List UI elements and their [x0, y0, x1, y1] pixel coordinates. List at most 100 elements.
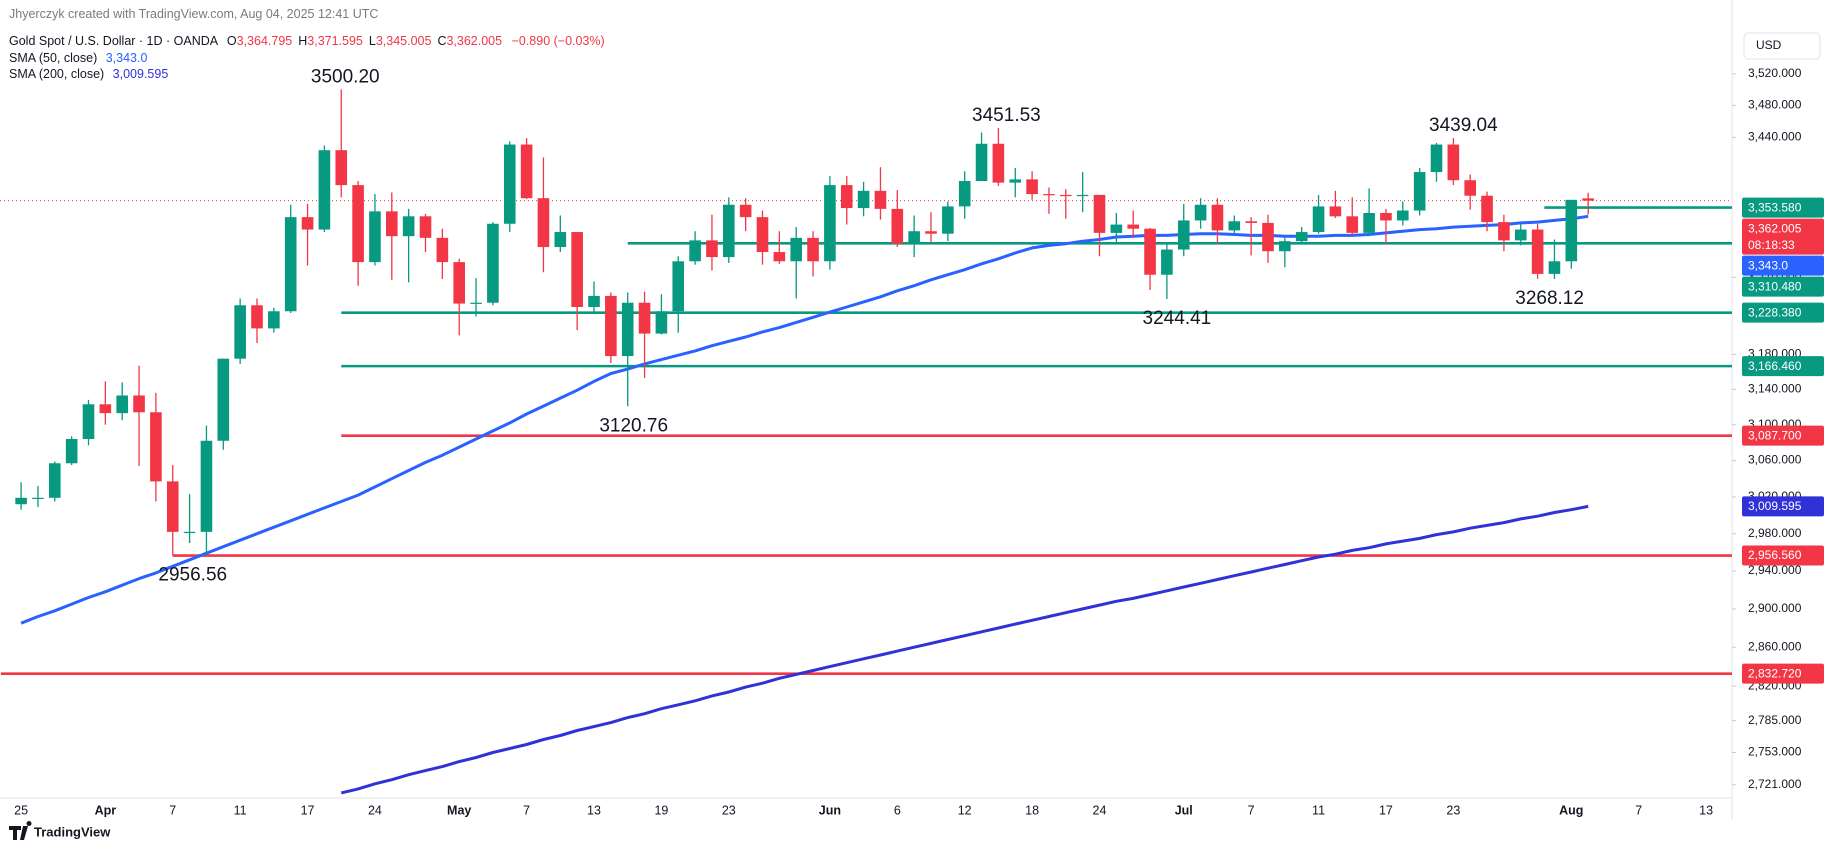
candle-body	[1110, 224, 1123, 233]
y-tick-label: 3,060.000	[1748, 453, 1802, 467]
candle-body	[908, 231, 920, 244]
badge-bg	[1742, 496, 1824, 517]
candle-body	[1043, 194, 1055, 196]
candle-body	[503, 144, 516, 224]
price-badge: 2,956.560	[1742, 545, 1824, 566]
candle-body	[318, 150, 331, 230]
x-tick-label: Apr	[95, 803, 117, 817]
candle-body	[32, 497, 44, 500]
x-tick-label: 13	[587, 803, 601, 817]
candle-body	[1346, 216, 1359, 233]
badge-label: 3,362.005	[1748, 221, 1802, 235]
x-tick-label: 23	[1446, 803, 1460, 817]
price-badge: 3,166.460	[1742, 356, 1824, 377]
price-badge: 2,832.720	[1742, 663, 1824, 684]
candle-body	[1177, 220, 1190, 250]
x-tick-label: 7	[169, 803, 176, 817]
x-tick-label: 6	[894, 803, 901, 817]
candle-body	[1548, 261, 1561, 274]
candle-body	[1076, 194, 1089, 197]
candle-body	[487, 223, 499, 303]
candle-body	[840, 185, 853, 209]
candle-body	[773, 252, 786, 262]
x-tick-label: 13	[1699, 803, 1713, 817]
candle-body	[756, 217, 769, 253]
x-tick-label: 24	[1093, 803, 1107, 817]
candle-body	[1397, 210, 1409, 221]
x-tick-label: 11	[234, 803, 247, 817]
badge-countdown: 08:18:33	[1748, 238, 1795, 252]
candle-body	[1514, 229, 1527, 241]
candle-body	[1363, 213, 1375, 233]
candle-body	[1211, 204, 1224, 231]
candle-body	[284, 217, 297, 312]
candle-body	[1565, 199, 1578, 262]
x-tick-label: 12	[958, 803, 972, 817]
annotation: 3120.76	[599, 415, 668, 436]
candle-body	[942, 206, 954, 234]
x-tick-label: May	[447, 803, 471, 817]
price-badge: 3,362.005 08:18:33	[1742, 218, 1824, 255]
candle-body	[402, 216, 415, 237]
candle-body	[1531, 229, 1544, 274]
badge-bg	[1742, 276, 1824, 297]
currency-box[interactable]	[1743, 32, 1821, 60]
candle-body	[335, 150, 348, 186]
sma-name: SMA (50, close)	[9, 51, 98, 65]
candle-body	[133, 395, 145, 413]
candle-body	[1144, 228, 1156, 275]
badge-label: 3,343.0	[1748, 258, 1788, 272]
candle-body	[1026, 179, 1038, 195]
candle-body	[537, 198, 550, 248]
badge-bg	[1742, 663, 1824, 684]
x-tick-label: 7	[523, 803, 530, 817]
badge-bg	[1742, 425, 1824, 446]
candle-body	[520, 144, 533, 199]
annotation: 3244.41	[1143, 308, 1212, 329]
candle-body	[739, 204, 752, 218]
sma-legend: SMA (50, close) 3,343.0	[9, 51, 147, 65]
candle-body	[419, 216, 432, 238]
sma-line	[340, 504, 1589, 795]
ohlc-key: H	[298, 34, 308, 48]
x-tick-label: Jul	[1175, 803, 1193, 817]
candle-body	[925, 231, 937, 234]
candle-body	[352, 185, 364, 263]
ohlc-key: C	[437, 34, 447, 48]
candle-body	[1161, 249, 1173, 275]
y-tick-label: 3,520.000	[1748, 66, 1802, 80]
candle-body	[1245, 221, 1257, 223]
badge-label: 3,087.700	[1748, 428, 1802, 442]
candle-body	[150, 412, 162, 482]
candle-body	[1093, 194, 1106, 233]
x-tick-label: 23	[722, 803, 736, 817]
candle-body	[621, 302, 634, 357]
candle-body	[1413, 172, 1426, 211]
candle-body	[790, 237, 802, 262]
candle-body	[1228, 221, 1241, 231]
brand-logo	[9, 821, 32, 840]
candle-body	[65, 438, 78, 464]
sma-legend: SMA (200, close) 3,009.595	[9, 67, 168, 81]
candle-body	[1447, 144, 1460, 181]
brand: TradingView	[9, 821, 111, 840]
x-tick-label: 17	[1379, 803, 1393, 817]
x-tick-label: 7	[1248, 803, 1255, 817]
candle-body	[217, 358, 230, 441]
brand-name: TradingView	[34, 824, 111, 839]
badge-label: 2,832.720	[1748, 666, 1802, 680]
annotation: 3268.12	[1515, 288, 1584, 309]
candle-body	[301, 217, 314, 230]
price-badge: 3,228.380	[1742, 302, 1824, 323]
candle-body	[672, 261, 685, 312]
candle-body	[1430, 144, 1443, 173]
candle-body	[638, 302, 651, 334]
candle-body	[554, 232, 567, 248]
y-tick-label: 2,753.000	[1748, 745, 1802, 759]
candle-body	[723, 204, 735, 258]
candle-body	[99, 404, 112, 414]
ohlc-value: 3,371.595	[307, 34, 363, 48]
sma-value: 3,009.595	[112, 67, 169, 81]
